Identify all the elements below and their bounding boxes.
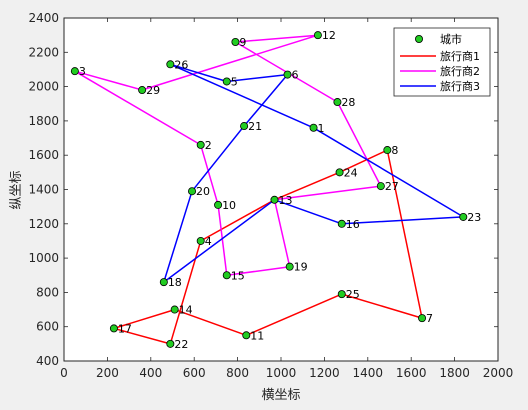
city-label: 23 [467, 211, 481, 224]
legend-city-marker [414, 35, 423, 44]
city-label: 4 [205, 235, 212, 248]
city-point [309, 123, 318, 132]
city-point [166, 60, 175, 69]
city-point [383, 146, 392, 155]
city-point [459, 212, 468, 221]
city-point [240, 122, 249, 131]
city-label: 28 [341, 96, 355, 109]
city-label: 14 [179, 304, 193, 317]
city-point [222, 77, 231, 86]
city-label: 26 [174, 58, 188, 71]
x-tick-label: 400 [139, 366, 162, 380]
y-tick-label: 1400 [28, 183, 59, 197]
city-point [170, 305, 179, 314]
x-tick-label: 800 [226, 366, 249, 380]
city-label: 29 [146, 84, 160, 97]
x-tick-label: 600 [183, 366, 206, 380]
x-tick-label: 1600 [396, 366, 427, 380]
city-label: 9 [239, 36, 246, 49]
y-tick-label: 1200 [28, 217, 59, 231]
city-point [222, 271, 231, 280]
city-point [159, 278, 168, 287]
city-point [418, 314, 427, 323]
city-point [138, 86, 147, 95]
y-tick-label: 1800 [28, 114, 59, 128]
city-label: 7 [426, 312, 433, 325]
city-labels: 1234567891011121314151617181920212223242… [79, 29, 481, 351]
y-tick-label: 1600 [28, 148, 59, 162]
y-tick-label: 1000 [28, 251, 59, 265]
city-label: 11 [250, 329, 264, 342]
city-label: 16 [346, 218, 360, 231]
city-label: 10 [222, 199, 236, 212]
x-tick-label: 0 [60, 366, 68, 380]
city-point [313, 31, 322, 40]
city-label: 27 [385, 180, 399, 193]
city-label: 8 [391, 144, 398, 157]
city-point [285, 262, 294, 271]
y-tick-label: 2200 [28, 45, 59, 59]
city-label: 24 [344, 166, 358, 179]
city-point [231, 38, 240, 47]
x-tick-label: 2000 [483, 366, 514, 380]
legend-series-label: 旅行商2 [440, 64, 480, 78]
city-label: 6 [292, 69, 299, 82]
legend-series-label: 旅行商1 [440, 49, 480, 63]
city-label: 5 [231, 75, 238, 88]
city-point [333, 98, 342, 107]
city-point [337, 219, 346, 228]
city-label: 3 [79, 65, 86, 78]
city-point [166, 339, 175, 348]
x-axis-label: 横坐标 [261, 388, 300, 403]
city-point [188, 187, 197, 196]
city-point [196, 140, 205, 149]
y-tick-label: 800 [36, 285, 59, 299]
city-point [242, 331, 251, 340]
city-point [335, 168, 344, 177]
city-label: 2 [205, 139, 212, 152]
city-point [70, 67, 79, 76]
x-tick-label: 1200 [309, 366, 340, 380]
city-point [214, 200, 223, 209]
x-tick-label: 1000 [266, 366, 297, 380]
city-label: 17 [118, 322, 132, 335]
city-label: 12 [322, 29, 336, 42]
city-points [70, 31, 468, 348]
y-tick-label: 2000 [28, 80, 59, 94]
city-point [109, 324, 118, 333]
city-label: 25 [346, 288, 360, 301]
city-point [376, 182, 385, 191]
city-point [337, 290, 346, 299]
y-tick-label: 600 [36, 320, 59, 334]
city-label: 22 [174, 338, 188, 351]
city-point [283, 70, 292, 79]
x-tick-label: 1800 [439, 366, 470, 380]
axis-ticks: 0 200 400 600 800 1000 1200 1400 1600 1800 2000400… [28, 11, 513, 380]
y-tick-label: 2400 [28, 11, 59, 25]
x-tick-label: 200 [96, 366, 119, 380]
city-point [270, 195, 279, 204]
city-point [196, 236, 205, 245]
y-axis-label: 纵坐标 [9, 170, 24, 209]
city-label: 19 [294, 261, 308, 274]
x-tick-label: 1400 [353, 366, 384, 380]
legend-box [393, 27, 491, 97]
route-line [74, 34, 382, 277]
city-label: 21 [248, 120, 262, 133]
city-label: 20 [196, 185, 210, 198]
y-tick-label: 400 [36, 354, 59, 368]
city-label: 13 [278, 194, 292, 207]
legend-city-label: 城市 [440, 32, 462, 46]
city-label: 15 [231, 269, 245, 282]
legend-series-label: 旅行商3 [440, 79, 480, 93]
city-label: 18 [168, 276, 182, 289]
city-label: 1 [318, 122, 325, 135]
